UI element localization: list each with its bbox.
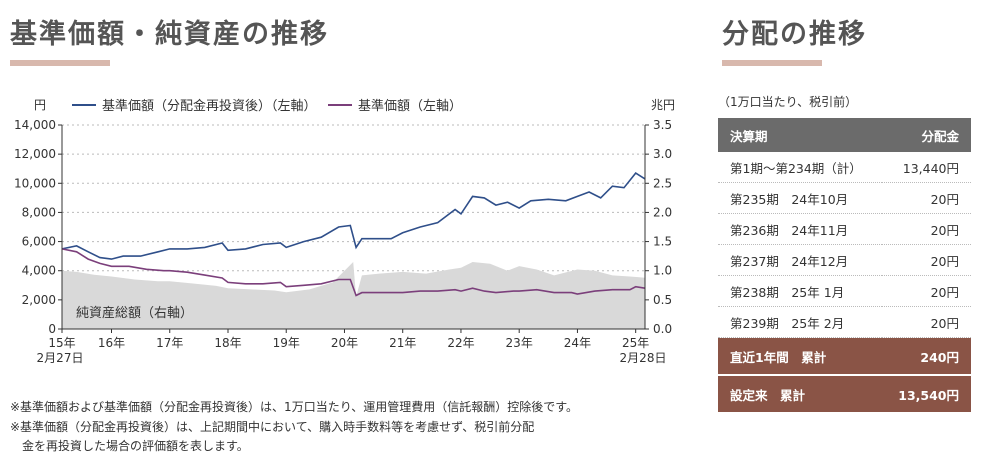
- x-tick-label: 15年: [48, 336, 75, 350]
- y-right-tick-label: 0.0: [653, 322, 672, 336]
- y-right-tick-label: 2.0: [653, 205, 672, 219]
- amount-cell: 20円: [881, 244, 971, 276]
- x-tick-label: 17年: [156, 336, 183, 350]
- y-right-tick-label: 3.0: [653, 147, 672, 161]
- period-cell: 第239期 25年 2月: [718, 306, 882, 338]
- y-left-tick-label: 12,000: [14, 147, 56, 161]
- table-unit-note: （1万口当たり、税引前）: [718, 95, 858, 109]
- nav-chart: 14,000 3.5 12,000 3.0 10,000 2.5 8,000 2.0 6,000…: [14, 98, 675, 365]
- table-header-row: 決算期 分配金: [718, 118, 971, 152]
- amount-cell: 20円: [881, 182, 971, 214]
- amount-cell: 20円: [881, 306, 971, 338]
- total-row-1year: 直近1年間 累計 240円: [718, 337, 971, 376]
- y-right-tick-label: 1.5: [653, 235, 672, 249]
- table-row: 第235期 24年10月 20円: [718, 182, 971, 214]
- amount-cell: 20円: [881, 213, 971, 245]
- period-cell: 第235期 24年10月: [718, 182, 882, 214]
- x-tick-label: 18年: [214, 336, 241, 350]
- total-label: 設定来 累計: [718, 375, 882, 414]
- y-right-tick-label: 3.5: [653, 118, 672, 132]
- y-left-tick-label: 14,000: [14, 118, 56, 132]
- y-right-tick-label: 1.0: [653, 264, 672, 278]
- total-label: 直近1年間 累計: [718, 337, 882, 376]
- y-left-tick-label: 6,000: [22, 235, 56, 249]
- x-tick-label: 21年: [389, 336, 416, 350]
- amount-cell: 20円: [881, 275, 971, 307]
- x-tick-label: 19年: [273, 336, 300, 350]
- table-row: 第238期 25年 1月 20円: [718, 275, 971, 307]
- footnote-2: ※基準価額（分配金再投資後）は、上記期間中において、購入時手数料等を考慮せず、税…: [10, 420, 535, 434]
- header-amount: 分配金: [881, 118, 971, 152]
- x-tick-label: 22年: [447, 336, 474, 350]
- y-right-tick-label: 2.5: [653, 176, 672, 190]
- area-label: 純資産総額（右軸）: [76, 305, 193, 321]
- y-left-tick-label: 4,000: [22, 264, 56, 278]
- y-left-tick-label: 0: [48, 322, 56, 336]
- table-row: 第239期 25年 2月 20円: [718, 306, 971, 338]
- y-left-tick-label: 10,000: [14, 176, 56, 190]
- x-end-date-label: 2月28日: [620, 351, 667, 365]
- series-line-0: [61, 172, 646, 260]
- net-assets-area: [62, 262, 645, 329]
- y-left-tick-label: 2,000: [22, 293, 56, 307]
- header-period: 決算期: [718, 118, 882, 152]
- table-row: 第237期 24年12月 20円: [718, 244, 971, 276]
- x-tick-label: 24年: [564, 336, 591, 350]
- x-tick-label: 25年: [622, 336, 649, 350]
- x-start-date-label: 2月27日: [37, 351, 84, 365]
- title-underline: [722, 60, 822, 66]
- y-left-unit: 円: [34, 98, 46, 112]
- period-cell: 第236期 24年11月: [718, 213, 882, 245]
- total-amount: 240円: [881, 337, 971, 376]
- x-tick-label: 16年: [98, 336, 125, 350]
- distribution-table: 決算期 分配金 第1期～第234期（計） 13,440円 第235期 24年10月…: [718, 118, 971, 414]
- total-row-inception: 設定来 累計 13,540円: [718, 375, 971, 414]
- legend-label-0: 基準価額（分配金再投資後）（左軸）: [102, 98, 317, 114]
- table-row: 第1期～第234期（計） 13,440円: [718, 152, 971, 183]
- period-cell: 第1期～第234期（計）: [718, 152, 882, 183]
- legend-label-1: 基準価額（左軸）: [358, 98, 462, 114]
- y-left-tick-label: 8,000: [22, 205, 56, 219]
- footnote-1: ※基準価額および基準価額（分配金再投資後）は、1万口当たり、運用管理費用（信託報…: [10, 400, 579, 414]
- x-tick-label: 20年: [331, 336, 358, 350]
- y-right-unit: 兆円: [651, 98, 675, 112]
- x-tick-label: 23年: [506, 336, 533, 350]
- title-underline: [10, 60, 110, 66]
- y-right-tick-label: 0.5: [653, 293, 672, 307]
- period-cell: 第237期 24年12月: [718, 244, 882, 276]
- table-row: 第236期 24年11月 20円: [718, 213, 971, 245]
- period-cell: 第238期 25年 1月: [718, 275, 882, 307]
- amount-cell: 13,440円: [881, 152, 971, 183]
- chart-section-title: 基準価額・純資産の推移: [10, 19, 329, 50]
- total-amount: 13,540円: [881, 375, 971, 414]
- series-line-1: [61, 248, 646, 297]
- distribution-section-title: 分配の推移: [722, 19, 867, 50]
- footnote-3: 金を再投資した場合の評価額を表します。: [10, 439, 249, 453]
